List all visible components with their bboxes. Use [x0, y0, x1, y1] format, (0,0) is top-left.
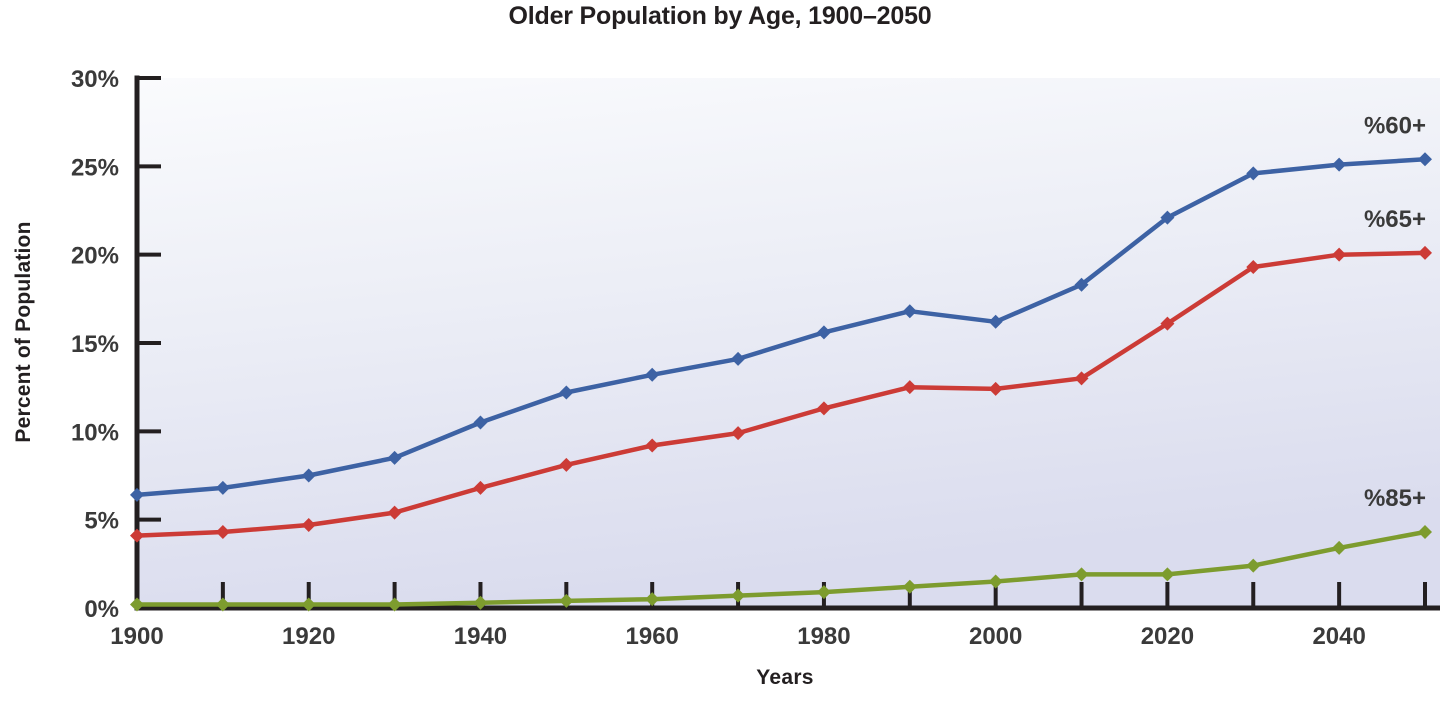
data-point-marker	[902, 304, 917, 319]
data-point-marker	[902, 579, 917, 594]
data-point-marker	[559, 457, 574, 472]
series-inline-labels: %60+ %65+ %85+	[1364, 112, 1426, 512]
y-tick-label: 15%	[71, 331, 119, 358]
y-tick-label: 10%	[71, 419, 119, 446]
x-tick-label: 1940	[454, 623, 507, 650]
data-point-marker	[645, 438, 660, 453]
data-point-marker	[1418, 525, 1432, 540]
data-point-marker	[473, 415, 488, 430]
y-tick-label: 25%	[71, 154, 119, 181]
x-axis-tick-labels: 1900 1920 1940 1960 1980 2000 2020 2040	[110, 623, 1366, 650]
chart-title: Older Population by Age, 1900–2050	[508, 2, 932, 30]
series-label--65-: %65+	[1364, 206, 1426, 233]
y-tick-label: 5%	[84, 508, 119, 535]
data-point-marker	[988, 574, 1003, 589]
x-axis-title: Years	[756, 666, 814, 689]
data-point-marker	[1160, 210, 1175, 225]
series-label--85-: %85+	[1364, 485, 1426, 512]
data-point-marker	[731, 351, 746, 366]
data-point-marker	[1160, 567, 1175, 582]
data-point-marker	[559, 593, 574, 608]
data-point-marker	[645, 367, 660, 382]
data-point-marker	[816, 325, 831, 340]
x-tick-label: 2020	[1141, 623, 1194, 650]
data-point-marker	[215, 480, 230, 495]
series-label--60-: %60+	[1364, 112, 1426, 139]
y-axis-ticks	[137, 76, 161, 522]
data-point-marker	[473, 480, 488, 495]
data-point-marker	[1332, 540, 1347, 555]
data-point-marker	[1246, 260, 1261, 275]
data-point-marker	[731, 588, 746, 603]
x-tick-label: 2000	[969, 623, 1022, 650]
data-point-marker	[1074, 371, 1089, 386]
series--60-	[130, 152, 1432, 502]
data-point-marker	[1074, 567, 1089, 582]
data-point-marker	[473, 595, 488, 610]
data-point-marker	[816, 401, 831, 416]
data-point-marker	[130, 597, 144, 612]
y-tick-label: 0%	[84, 596, 119, 623]
x-tick-label: 1960	[626, 623, 679, 650]
data-point-marker	[988, 381, 1003, 396]
data-point-marker	[731, 426, 746, 441]
data-point-marker	[387, 450, 402, 465]
data-point-marker	[387, 505, 402, 520]
data-point-marker	[559, 385, 574, 400]
data-point-marker	[816, 585, 831, 600]
x-tick-label: 1900	[110, 623, 163, 650]
data-point-marker	[1074, 277, 1089, 292]
series-line	[134, 250, 1428, 538]
data-point-marker	[301, 517, 316, 532]
data-point-marker	[988, 314, 1003, 329]
y-tick-label: 20%	[71, 243, 119, 270]
data-point-marker	[902, 380, 917, 395]
series-line	[134, 157, 1428, 498]
series--65-	[130, 245, 1432, 543]
data-point-marker	[645, 592, 660, 607]
data-point-marker	[1332, 247, 1347, 262]
series--85-	[130, 525, 1432, 612]
data-point-marker	[301, 468, 316, 483]
data-point-marker	[1418, 152, 1432, 167]
data-point-marker	[215, 597, 230, 612]
x-tick-label: 1920	[282, 623, 335, 650]
x-tick-label: 2040	[1312, 623, 1365, 650]
data-point-marker	[1246, 166, 1261, 181]
data-point-marker	[1246, 558, 1261, 573]
data-point-marker	[1332, 157, 1347, 172]
data-point-marker	[1160, 316, 1175, 331]
data-point-marker	[387, 597, 402, 612]
series-group	[130, 152, 1432, 612]
series-line	[134, 529, 1428, 607]
data-point-marker	[215, 525, 230, 540]
data-point-marker	[130, 528, 144, 543]
x-tick-label: 1980	[797, 623, 850, 650]
y-tick-label: 30%	[71, 66, 119, 93]
data-point-marker	[301, 597, 316, 612]
y-axis-tick-labels: 0% 5% 10% 15% 20% 25% 30%	[71, 66, 119, 623]
data-point-marker	[1418, 245, 1432, 260]
data-point-marker	[130, 487, 144, 502]
